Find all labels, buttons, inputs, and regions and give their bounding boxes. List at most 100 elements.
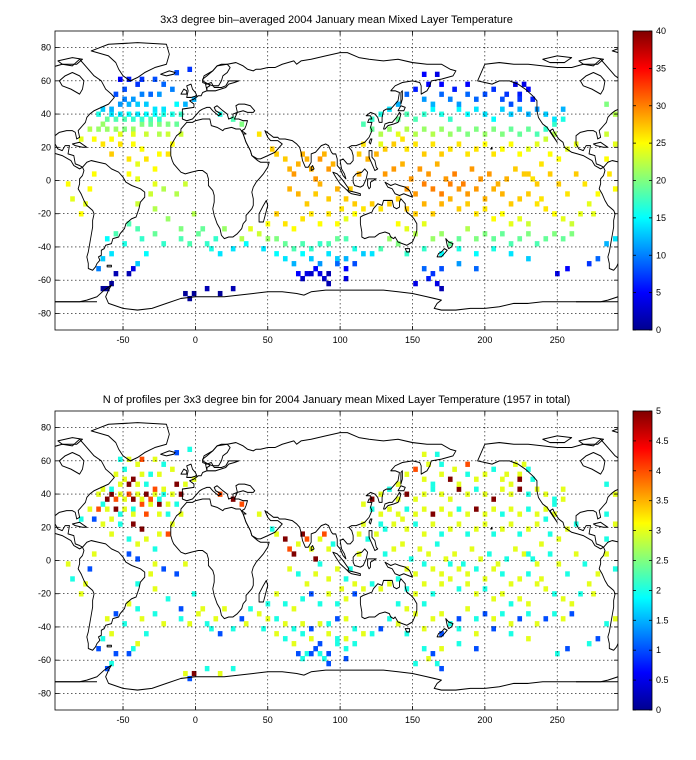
data-cell (469, 546, 475, 552)
data-cell (135, 641, 140, 647)
data-cell (387, 506, 392, 512)
data-cell (326, 271, 332, 277)
data-cell (526, 191, 531, 197)
data-cell (517, 576, 523, 582)
data-cell (526, 256, 531, 262)
data-cell (300, 531, 305, 537)
data-cell (170, 86, 175, 92)
data-cell (543, 136, 549, 142)
data-cell (109, 661, 114, 667)
data-cell (508, 201, 514, 207)
data-cell (560, 106, 566, 112)
data-cell (434, 541, 440, 547)
data-cell (204, 665, 210, 672)
data-cell (508, 141, 514, 147)
data-cell (504, 471, 510, 477)
data-cell (465, 511, 470, 517)
data-cell (552, 231, 557, 237)
data-cell (126, 101, 132, 107)
data-cell (456, 641, 462, 647)
data-cell (365, 536, 371, 542)
data-cell (361, 141, 366, 147)
data-cell (500, 476, 505, 482)
y-tick-label: -20 (38, 589, 51, 599)
data-cell (130, 511, 136, 517)
data-cell (378, 626, 384, 632)
data-cell (586, 201, 592, 207)
data-cell (157, 121, 162, 127)
data-cell (96, 646, 101, 652)
data-cell (161, 81, 167, 87)
data-cell (157, 471, 162, 477)
data-cell (552, 131, 557, 137)
data-cell (604, 101, 609, 107)
data-cell (552, 591, 557, 597)
data-cell (78, 136, 84, 142)
data-cell (439, 581, 444, 587)
data-cell (335, 616, 340, 622)
data-cell (473, 251, 479, 257)
data-cell (165, 121, 171, 127)
data-cell (552, 611, 557, 617)
grid-lines (55, 411, 618, 710)
data-cell (204, 621, 210, 627)
data-cell (378, 111, 384, 117)
data-cell (421, 601, 427, 607)
data-cell (447, 576, 453, 582)
data-cell (178, 606, 184, 612)
data-cell (543, 616, 549, 622)
data-cell (508, 481, 514, 487)
data-cell (135, 606, 140, 612)
y-tick-label: -40 (38, 622, 51, 632)
data-cell (430, 101, 436, 107)
data-cell (526, 506, 531, 512)
data-cell (443, 556, 449, 562)
data-cell (517, 131, 523, 137)
data-cell (413, 496, 418, 502)
data-cell (183, 670, 188, 677)
data-cell (543, 111, 549, 117)
data-cell (417, 166, 423, 172)
data-cell (543, 236, 549, 242)
data-cell (174, 501, 180, 507)
data-cell (447, 526, 453, 532)
data-cell (552, 511, 557, 517)
data-cell (439, 111, 444, 117)
data-cell (348, 566, 353, 572)
colorbar-tick-label: 25 (656, 138, 666, 148)
data-cell (361, 501, 366, 507)
data-cell (139, 121, 145, 127)
data-cell (555, 271, 560, 277)
data-cell (191, 211, 197, 217)
data-cell (135, 461, 140, 467)
data-cell (326, 621, 332, 627)
data-cell (135, 556, 140, 562)
data-cell (526, 126, 531, 132)
data-cell (591, 591, 596, 597)
data-cell (274, 616, 279, 622)
data-cell (447, 116, 453, 122)
data-cell (309, 651, 314, 657)
data-cell (369, 126, 375, 132)
data-cell (139, 501, 145, 507)
data-cell (269, 526, 275, 532)
data-cell (395, 576, 401, 582)
colorbar-tick-label: 4.5 (656, 436, 669, 446)
data-cell (534, 141, 540, 147)
data-cell (161, 241, 167, 247)
data-cell (217, 251, 223, 257)
data-cell (174, 101, 180, 107)
data-cell (174, 450, 180, 456)
data-cell (517, 486, 523, 492)
data-cell (148, 116, 153, 122)
data-cell (335, 236, 340, 242)
data-cell (482, 91, 488, 97)
y-tick-label: 20 (41, 522, 51, 532)
colorbar: 0 5 10 15 20 25 30 35 40 (632, 26, 666, 335)
data-cell (413, 191, 418, 197)
data-cell (439, 611, 444, 617)
data-cell (378, 521, 384, 527)
data-cell (430, 141, 436, 147)
data-cell (452, 466, 457, 472)
data-cell (408, 176, 414, 182)
